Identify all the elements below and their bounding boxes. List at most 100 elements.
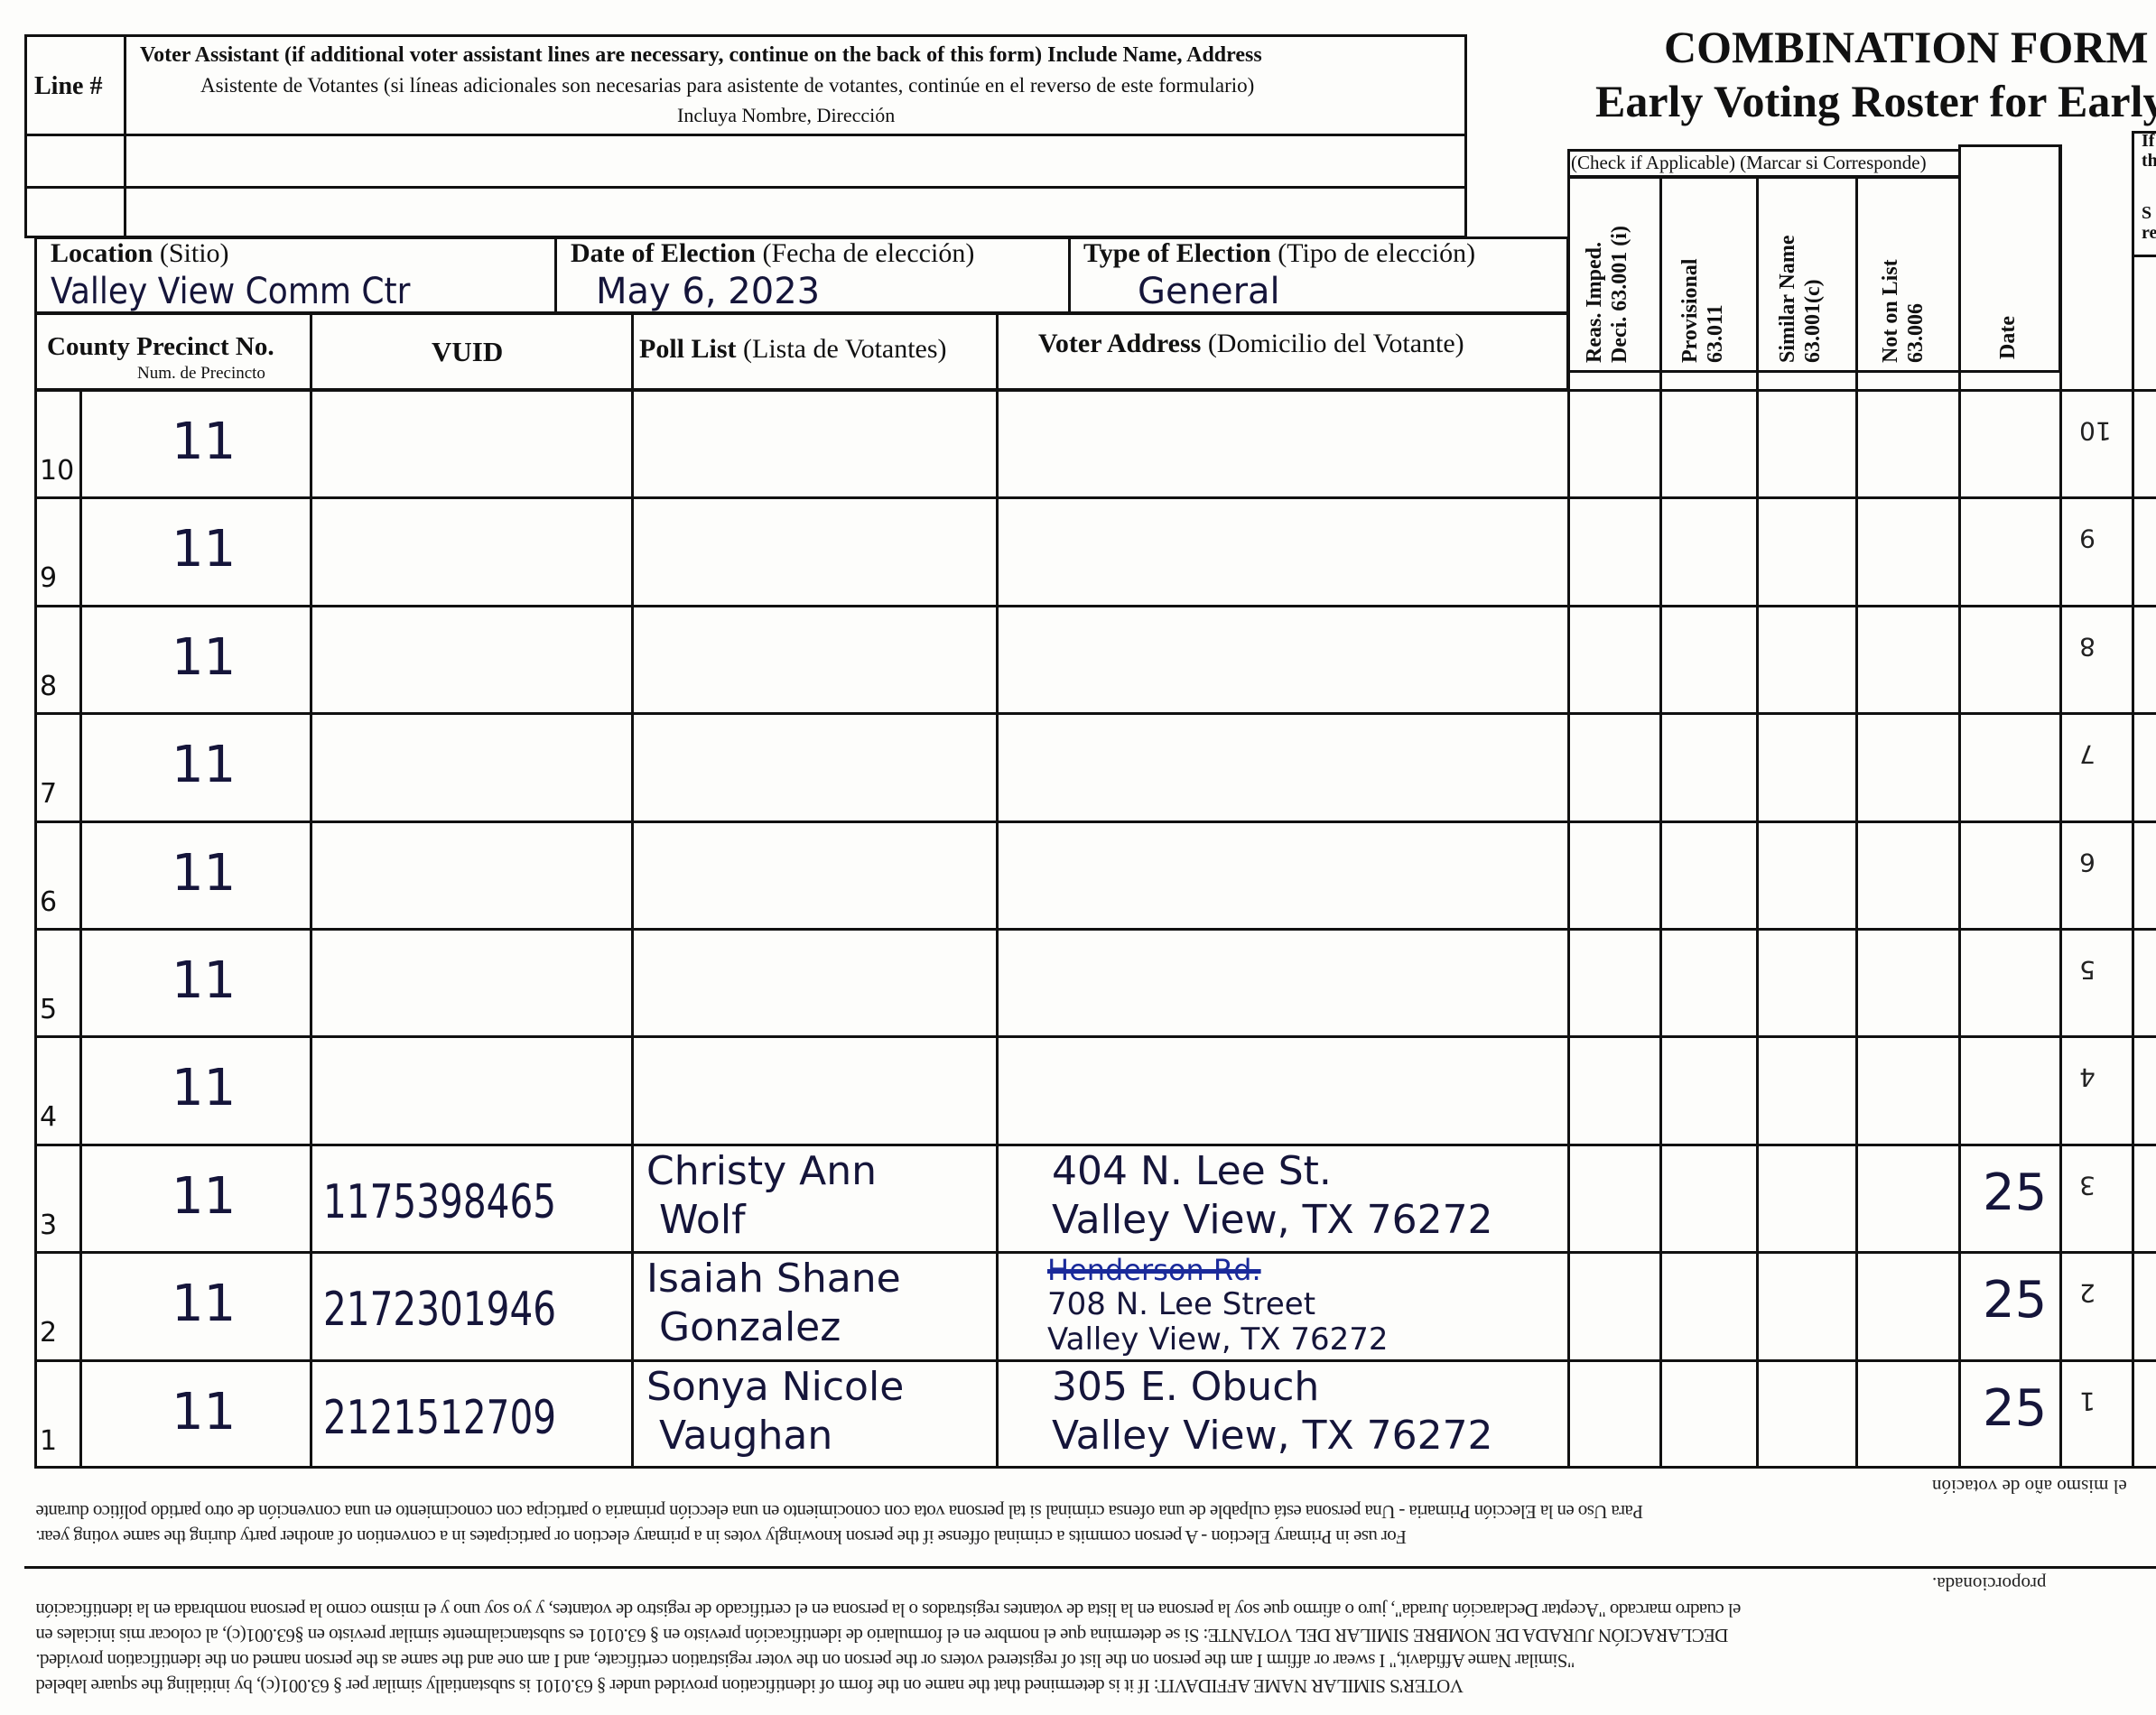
- voter-first-name[interactable]: Christy Ann: [646, 1147, 877, 1194]
- provisional-checkbox[interactable]: [1662, 1038, 1756, 1140]
- line-number-flipped: 10: [2079, 416, 2112, 446]
- similar-name-checkbox[interactable]: [1759, 1038, 1855, 1140]
- voter-first-name[interactable]: Isaiah Shane: [646, 1256, 901, 1302]
- precinct-value[interactable]: 11: [172, 843, 237, 903]
- line-number: 9: [40, 562, 58, 595]
- voter-first-name[interactable]: Sonya Nicole: [646, 1363, 905, 1410]
- not-on-list-checkbox[interactable]: [1858, 715, 1958, 817]
- similar-name-checkbox[interactable]: [1759, 1146, 1855, 1248]
- reas-imped-checkbox[interactable]: [1570, 607, 1659, 709]
- footer-text-line: "Similar Name Affidavit," I swear or aff…: [36, 1650, 1575, 1672]
- footer-text-line: proporcionada.: [1932, 1573, 2047, 1595]
- line-number: 6: [40, 885, 58, 918]
- reas-imped-checkbox[interactable]: [1570, 715, 1659, 817]
- precinct-value[interactable]: 11: [172, 1166, 237, 1226]
- similar-name-checkbox[interactable]: [1759, 1362, 1855, 1464]
- provisional-checkbox[interactable]: [1662, 392, 1756, 494]
- voter-last-name[interactable]: Gonzalez: [659, 1304, 841, 1351]
- footer-text-line: el mismo año de votación: [1932, 1476, 2127, 1497]
- line-number-flipped: 6: [2079, 847, 2096, 877]
- vuid-value[interactable]: 2121512709: [323, 1390, 557, 1445]
- check-if-applicable-label: (Check if Applicable) (Marcar si Corresp…: [1571, 152, 1927, 173]
- reas-imped-checkbox[interactable]: [1570, 1254, 1659, 1356]
- voter-address-line-1[interactable]: 708 N. Lee Street: [1047, 1286, 1316, 1323]
- voter-address-line-2[interactable]: Valley View, TX 76272: [1047, 1321, 1389, 1358]
- precinct-value[interactable]: 11: [172, 1059, 237, 1118]
- location-value[interactable]: Valley View Comm Ctr: [51, 271, 411, 312]
- voter-assistant-header: Voter Assistant (if additional voter ass…: [140, 43, 1262, 67]
- provisional-checkbox[interactable]: [1662, 823, 1756, 925]
- reas-imped-checkbox[interactable]: [1570, 1038, 1659, 1140]
- precinct-value[interactable]: 11: [172, 413, 237, 471]
- election-type-value[interactable]: General: [1138, 271, 1280, 312]
- footer-text-line: For use in Primary Election - A person c…: [36, 1526, 1407, 1548]
- footer-text-line: VOTER'S SIMILAR NAME AFFIDAVIT: If it is…: [36, 1675, 1464, 1697]
- form-subtitle: Early Voting Roster for Early: [1595, 76, 2156, 126]
- provisional-checkbox[interactable]: [1662, 1362, 1756, 1464]
- similar-name-checkbox[interactable]: [1759, 1254, 1855, 1356]
- not-on-list-checkbox[interactable]: [1858, 823, 1958, 925]
- precinct-header: County Precinct No.: [47, 332, 274, 361]
- election-date-label: Date of Election (Fecha de elección): [571, 238, 975, 268]
- vote-date-value[interactable]: 25: [1983, 1271, 2048, 1330]
- right-box-text: S: [2142, 203, 2152, 223]
- not-on-list-checkbox[interactable]: [1858, 607, 1958, 709]
- not-on-list-checkbox[interactable]: [1858, 1254, 1958, 1356]
- voter-address-line-1[interactable]: 404 N. Lee St.: [1052, 1147, 1332, 1194]
- provisional-checkbox[interactable]: [1662, 931, 1756, 1033]
- line-number-flipped: 4: [2079, 1062, 2096, 1093]
- reas-imped-checkbox[interactable]: [1570, 931, 1659, 1033]
- similar-name-checkbox[interactable]: [1759, 715, 1855, 817]
- similar-name-checkbox[interactable]: [1759, 931, 1855, 1033]
- not-on-list-checkbox[interactable]: [1858, 931, 1958, 1033]
- provisional-checkbox[interactable]: [1662, 715, 1756, 817]
- voter-last-name[interactable]: Vaughan: [659, 1412, 833, 1459]
- reas-imped-checkbox[interactable]: [1570, 392, 1659, 494]
- precinct-value[interactable]: 11: [172, 627, 237, 687]
- line-number-flipped: 7: [2079, 739, 2096, 770]
- reas-imped-checkbox[interactable]: [1570, 1146, 1659, 1248]
- precinct-value[interactable]: 11: [172, 520, 237, 579]
- provisional-checkbox[interactable]: [1662, 499, 1756, 601]
- voter-assistant-line-1[interactable]: [126, 136, 1464, 185]
- provisional-checkbox[interactable]: [1662, 1146, 1756, 1248]
- vote-date-value[interactable]: 25: [1983, 1378, 2048, 1438]
- vuid-value[interactable]: 1175398465: [323, 1174, 557, 1229]
- not-on-list-checkbox[interactable]: [1858, 1038, 1958, 1140]
- precinct-value[interactable]: 11: [172, 951, 237, 1010]
- not-on-list-checkbox[interactable]: [1858, 1362, 1958, 1464]
- provisional-checkbox[interactable]: [1662, 1254, 1756, 1356]
- date-header-label: Date: [1996, 316, 2020, 359]
- voter-address-line-1[interactable]: 305 E. Obuch: [1052, 1363, 1320, 1410]
- struck-address: Henderson Rd.: [1047, 1253, 1261, 1288]
- similar-name-checkbox[interactable]: [1759, 607, 1855, 709]
- voter-assistant-line-2[interactable]: [126, 189, 1464, 236]
- precinct-header-es: Num. de Precincto: [137, 364, 265, 383]
- reas-imped-checkbox[interactable]: [1570, 1362, 1659, 1464]
- reas-imped-checkbox[interactable]: [1570, 499, 1659, 601]
- not-on-list-checkbox[interactable]: [1858, 499, 1958, 601]
- election-date-value[interactable]: May 6, 2023: [596, 271, 821, 312]
- footer-text-line: DECLARACIÓN JURADA DE NOMBRE SIMILAR DEL…: [36, 1625, 1729, 1646]
- voter-address-header: Voter Address (Domicilio del Votante): [1038, 329, 1464, 358]
- precinct-value[interactable]: 11: [172, 1275, 237, 1334]
- precinct-value[interactable]: 11: [172, 736, 237, 795]
- provisional-checkbox[interactable]: [1662, 607, 1756, 709]
- vote-date-value[interactable]: 25: [1983, 1163, 2048, 1222]
- not-on-list-checkbox[interactable]: [1858, 1146, 1958, 1248]
- voter-last-name[interactable]: Wolf: [659, 1196, 746, 1243]
- precinct-value[interactable]: 11: [172, 1382, 237, 1442]
- voter-address-line-2[interactable]: Valley View, TX 76272: [1052, 1196, 1493, 1243]
- line-number-flipped: 2: [2079, 1278, 2096, 1309]
- similar-name-checkbox[interactable]: [1759, 499, 1855, 601]
- reas-imped-checkbox[interactable]: [1570, 823, 1659, 925]
- line-number-flipped: 5: [2079, 955, 2096, 985]
- line-number-flipped: 1: [2079, 1386, 2096, 1416]
- not-on-list-checkbox[interactable]: [1858, 392, 1958, 494]
- voter-address-line-2[interactable]: Valley View, TX 76272: [1052, 1412, 1493, 1459]
- vuid-value[interactable]: 2172301946: [323, 1283, 557, 1338]
- similar-name-checkbox[interactable]: [1759, 823, 1855, 925]
- similar-name-checkbox[interactable]: [1759, 392, 1855, 494]
- election-type-label: Type of Election (Tipo de elección): [1083, 238, 1476, 268]
